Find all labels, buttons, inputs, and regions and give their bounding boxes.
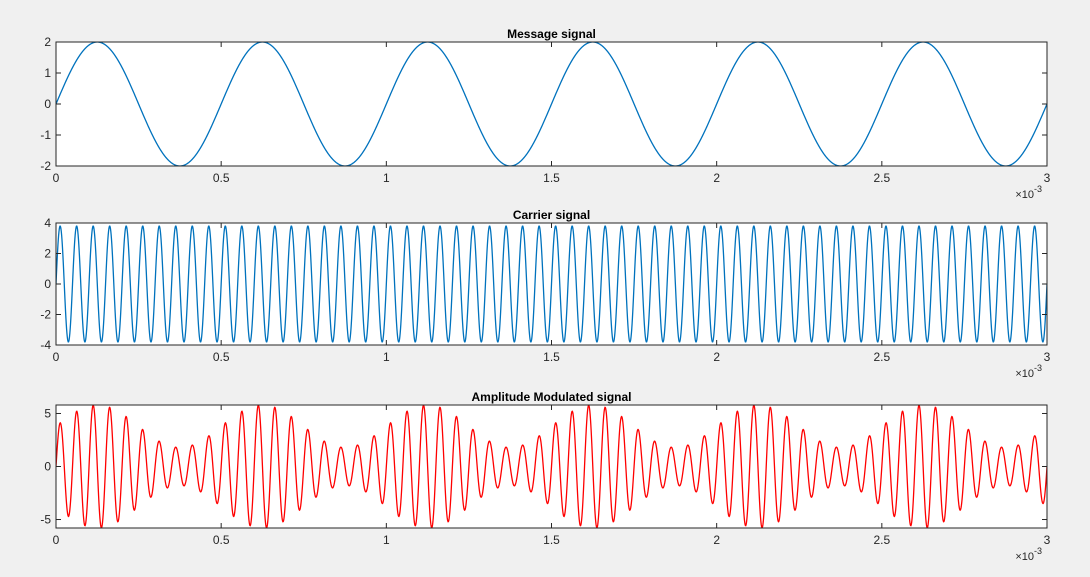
x-tick-label: 1.5 (543, 533, 560, 547)
y-tick-label: 0 (44, 460, 51, 474)
x-tick-label: 0.5 (213, 171, 230, 185)
x-tick-label: 2 (713, 350, 720, 364)
x-tick-label: 2 (713, 171, 720, 185)
x-exponent-value: -3 (1034, 546, 1042, 556)
x-tick-label: 2.5 (873, 350, 890, 364)
y-tick-label: -1 (40, 128, 51, 142)
y-tick-label: -5 (40, 513, 51, 527)
x-tick-label: 3 (1044, 171, 1051, 185)
x-tick-label: 1 (383, 533, 390, 547)
series-line-1 (56, 42, 1047, 166)
subplot-title: Amplitude Modulated signal (471, 390, 631, 404)
x-tick-label: 1 (383, 350, 390, 364)
series-line-1 (56, 225, 1047, 343)
x-tick-label: 1.5 (543, 171, 560, 185)
x-tick-label: 2 (713, 533, 720, 547)
y-tick-label: -2 (40, 159, 51, 173)
y-tick-label: 2 (44, 35, 51, 49)
y-tick-label: 4 (44, 216, 51, 230)
x-tick-label: 1 (383, 171, 390, 185)
subplot-title: Carrier signal (513, 208, 590, 222)
x-tick-label: 2.5 (873, 171, 890, 185)
x-tick-label: 0.5 (213, 350, 230, 364)
y-tick-label: 0 (44, 97, 51, 111)
x-tick-label: 1.5 (543, 350, 560, 364)
x-tick-label: 2.5 (873, 533, 890, 547)
x-exponent-value: -3 (1034, 363, 1042, 373)
x-exponent-value: -3 (1034, 184, 1042, 194)
series-line-1 (56, 405, 1047, 528)
y-tick-label: 1 (44, 66, 51, 80)
x-tick-label: 0.5 (213, 533, 230, 547)
subplot-1: 0 0.5 1 1.5 2 2.5 3 2 1 0 -1 -2 Message signal ×10 -3 (40, 27, 1050, 201)
x-tick-label: 3 (1044, 533, 1051, 547)
x-exponent-label: ×10 (1015, 189, 1034, 201)
y-tick-label: -4 (40, 338, 51, 352)
y-tick-label: 2 (44, 247, 51, 261)
subplot-title: Message signal (507, 27, 596, 41)
x-exponent-label: ×10 (1015, 551, 1034, 563)
x-tick-label: 3 (1044, 350, 1051, 364)
y-tick-label: 5 (44, 406, 51, 420)
subplot-2: 0 0.5 1 1.5 2 2.5 3 4 2 0 -2 -4 Carrier signal ×10 -3 (40, 208, 1050, 380)
y-tick-label: -2 (40, 308, 51, 322)
x-tick-label: 0 (53, 533, 60, 547)
y-tick-label: 0 (44, 277, 51, 291)
x-tick-label: 0 (53, 171, 60, 185)
x-exponent-label: ×10 (1015, 368, 1034, 380)
x-tick-label: 0 (53, 350, 60, 364)
